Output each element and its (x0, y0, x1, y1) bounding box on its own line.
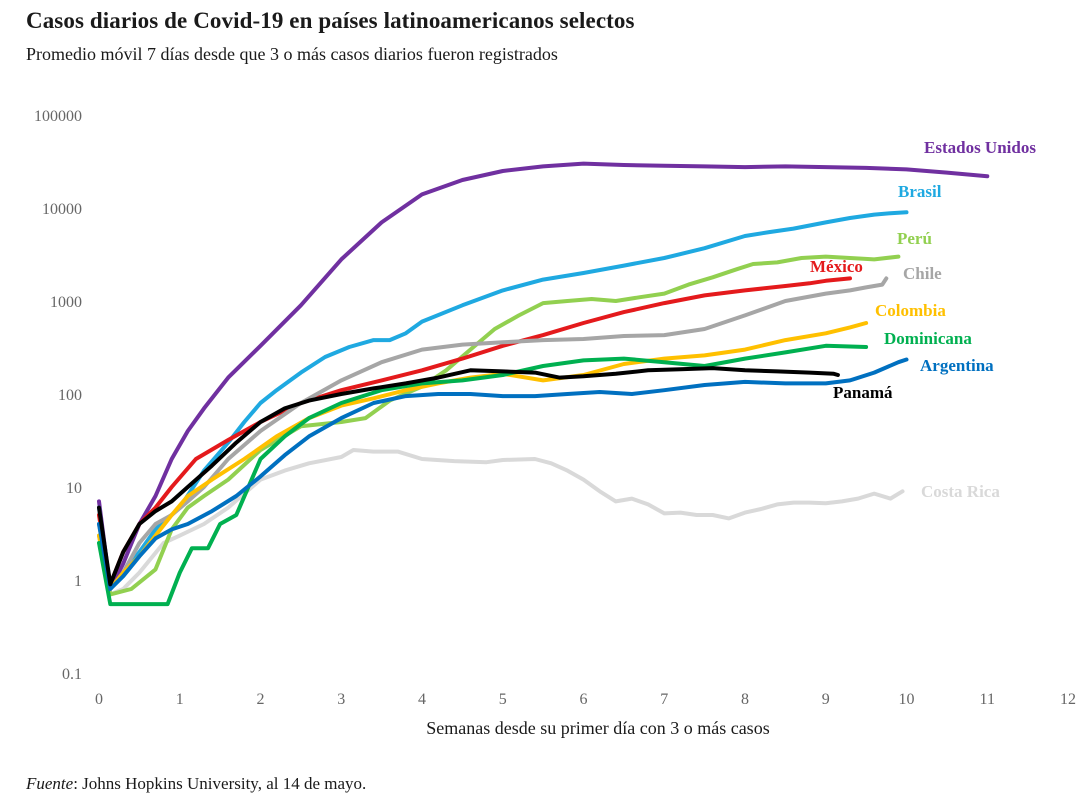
series-label: Panamá (833, 383, 893, 402)
y-tick-label: 10 (66, 480, 82, 497)
y-tick-label: 1 (74, 573, 82, 590)
series-line-dominicana (97, 343, 869, 607)
series-label: Dominicana (884, 329, 972, 348)
series-label: Costa Rica (921, 482, 1000, 501)
x-tick-label: 6 (580, 691, 588, 708)
series-line-mexico (97, 276, 852, 587)
x-tick-label: 10 (899, 691, 915, 708)
x-tick-label: 2 (257, 691, 265, 708)
x-tick-label: 9 (822, 691, 830, 708)
x-tick-label: 3 (337, 691, 345, 708)
x-tick-label: 1 (176, 691, 184, 708)
series-label: Perú (897, 229, 932, 248)
source-note: Fuente: Johns Hopkins University, al 14 … (26, 774, 366, 794)
series-line-costa-rica (97, 448, 905, 597)
x-tick-label: 8 (741, 691, 749, 708)
series-label: Argentina (920, 356, 994, 375)
y-tick-label: 100 (58, 387, 82, 404)
series-line-chile (97, 276, 889, 591)
x-tick-label: 7 (660, 691, 668, 708)
x-axis-label: Semanas desde su primer día con 3 o más … (426, 718, 769, 738)
y-tick-label: 100000 (34, 108, 82, 125)
y-tick-label: 0.1 (62, 666, 82, 683)
series-line-argentina (97, 357, 909, 591)
chart-title: Casos diarios de Covid-19 en países lati… (26, 8, 635, 33)
series-line-peru (97, 254, 901, 597)
series-label: Estados Unidos (924, 138, 1036, 157)
y-tick-label: 10000 (42, 201, 82, 218)
series-label: Brasil (898, 182, 942, 201)
series-label: Colombia (875, 301, 946, 320)
x-tick-label: 11 (980, 691, 995, 708)
x-tick-label: 4 (418, 691, 426, 708)
chart-subtitle: Promedio móvil 7 días desde que 3 o más … (26, 44, 558, 64)
series-line-estados-unidos (97, 161, 990, 591)
source-label: Fuente (26, 774, 74, 793)
x-axis-ticks: 0 1 2 3 4 5 6 7 8 9 10 11 12 (95, 691, 1076, 708)
y-axis-ticks: 0.1 1 10 100 1000 10000 100000 (34, 108, 82, 683)
series-line-brasil (97, 210, 909, 591)
x-tick-label: 12 (1060, 691, 1076, 708)
x-tick-label: 0 (95, 691, 103, 708)
series-labels: Costa Rica Estados Unidos Brasil Perú México… (810, 138, 1036, 501)
y-tick-label: 1000 (50, 294, 82, 311)
series-lines (97, 161, 990, 607)
series-line-panama (97, 366, 840, 587)
series-label: México (810, 257, 863, 276)
source-text: : Johns Hopkins University, al 14 de may… (73, 774, 367, 793)
series-label: Chile (903, 264, 942, 283)
x-tick-label: 5 (499, 691, 507, 708)
series-line-colombia (97, 321, 869, 591)
